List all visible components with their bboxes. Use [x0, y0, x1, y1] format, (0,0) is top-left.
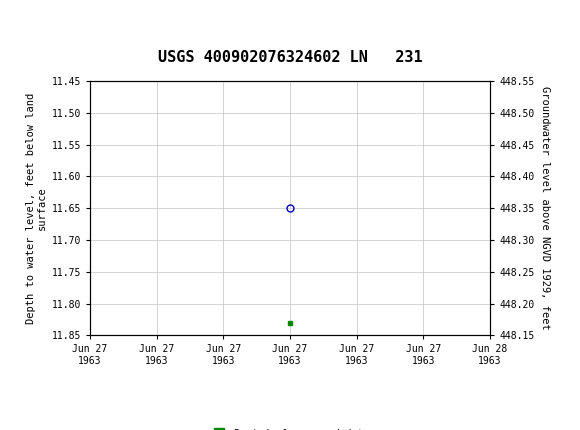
Legend: Period of approved data: Period of approved data: [208, 425, 372, 430]
Text: USGS: USGS: [6, 10, 61, 28]
Text: USGS 400902076324602 LN   231: USGS 400902076324602 LN 231: [158, 50, 422, 65]
Y-axis label: Depth to water level, feet below land
surface: Depth to water level, feet below land su…: [26, 92, 48, 324]
Y-axis label: Groundwater level above NGVD 1929, feet: Groundwater level above NGVD 1929, feet: [540, 86, 550, 330]
